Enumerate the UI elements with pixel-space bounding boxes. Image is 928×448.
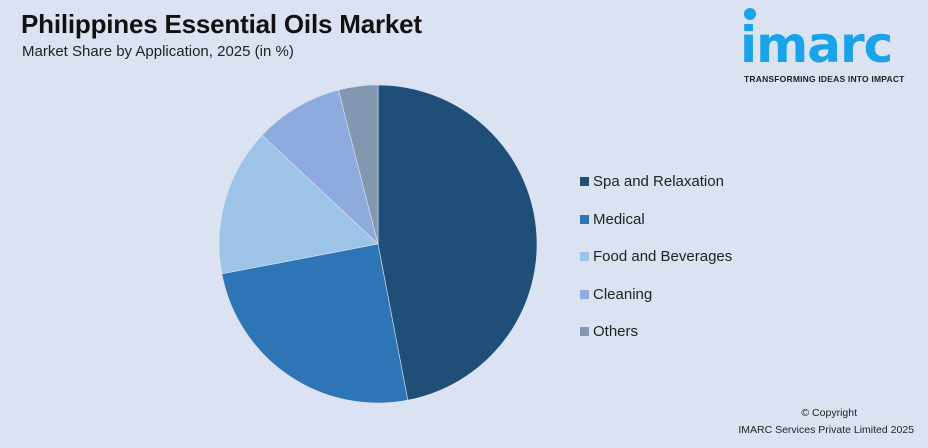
chart-subtitle: Market Share by Application, 2025 (in %)	[22, 43, 294, 60]
legend-item-spa-and-relaxation: Spa and Relaxation	[580, 163, 732, 201]
legend-swatch	[580, 177, 589, 187]
logo-tagline: TRANSFORMING IDEAS INTO IMPACT	[744, 74, 905, 84]
copyright-company: IMARC Services Private Limited 2025	[738, 424, 914, 436]
pie-chart	[218, 84, 538, 404]
pie-slice-medical	[221, 243, 409, 404]
pie-slice-food-and-beverages	[218, 134, 379, 275]
legend-label: Medical	[593, 210, 645, 228]
legend-label: Spa and Relaxation	[593, 173, 724, 191]
pie-slice-others	[338, 84, 379, 245]
legend-item-food-and-beverages: Food and Beverages	[580, 238, 732, 276]
legend-swatch	[580, 214, 589, 224]
logo-wordmark: imarc	[740, 16, 893, 74]
copyright-footer: © Copyright IMARC Services Private Limit…	[738, 405, 914, 439]
legend-swatch	[580, 289, 589, 299]
legend-label: Others	[593, 323, 639, 341]
legend-label: Cleaning	[593, 285, 653, 303]
legend-item-medical: Medical	[580, 201, 732, 239]
legend-swatch	[580, 327, 589, 337]
chart-legend: Spa and Relaxation Medical Food and Beve…	[580, 163, 732, 351]
chart-title: Philippines Essential Oils Market	[21, 9, 422, 39]
copyright-line: © Copyright	[801, 407, 857, 419]
logo-dot-icon	[744, 8, 756, 20]
imarc-logo: imarc TRANSFORMING IDEAS INTO IMPACT	[740, 6, 920, 86]
legend-item-others: Others	[580, 313, 732, 351]
pie-slice-cleaning	[261, 89, 379, 245]
legend-label: Food and Beverages	[593, 248, 733, 266]
legend-swatch	[580, 252, 589, 262]
legend-item-cleaning: Cleaning	[580, 276, 732, 314]
pie-slice-spa-and-relaxation	[377, 84, 538, 401]
